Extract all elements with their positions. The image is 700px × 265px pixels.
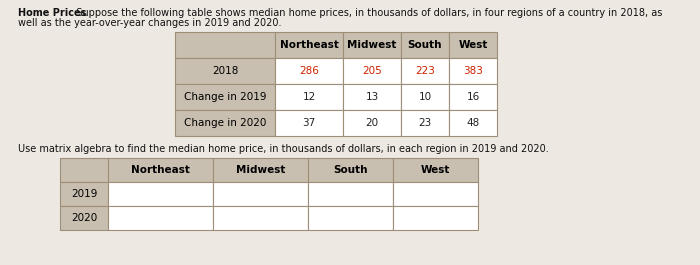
Bar — [393, 158, 478, 182]
Bar — [108, 158, 213, 182]
Text: Northeast: Northeast — [131, 165, 190, 175]
Bar — [275, 110, 343, 136]
Bar — [393, 182, 478, 206]
Text: Use matrix algebra to find the median home price, in thousands of dollars, in ea: Use matrix algebra to find the median ho… — [18, 144, 549, 154]
Text: South: South — [333, 165, 368, 175]
Bar — [343, 84, 401, 110]
Bar — [449, 84, 497, 110]
Text: Change in 2020: Change in 2020 — [184, 118, 266, 128]
Text: 10: 10 — [419, 92, 432, 102]
Bar — [108, 182, 213, 206]
Text: 37: 37 — [302, 118, 316, 128]
Text: 2019: 2019 — [71, 189, 97, 199]
Bar — [108, 206, 213, 230]
Text: 223: 223 — [415, 66, 435, 76]
Bar — [308, 206, 393, 230]
Text: Change in 2019: Change in 2019 — [183, 92, 266, 102]
Bar — [393, 206, 478, 230]
Text: 13: 13 — [365, 92, 379, 102]
Bar — [175, 58, 275, 84]
Text: 20: 20 — [365, 118, 379, 128]
Bar — [213, 182, 308, 206]
Bar — [213, 158, 308, 182]
Bar — [401, 58, 449, 84]
Text: 12: 12 — [302, 92, 316, 102]
Text: 23: 23 — [419, 118, 432, 128]
Text: Northeast: Northeast — [279, 40, 338, 50]
Bar — [308, 182, 393, 206]
Bar — [60, 182, 108, 206]
Bar — [449, 58, 497, 84]
Bar — [275, 58, 343, 84]
Bar — [213, 206, 308, 230]
Text: well as the year-over-year changes in 2019 and 2020.: well as the year-over-year changes in 20… — [18, 18, 281, 28]
Text: West: West — [458, 40, 488, 50]
Text: West: West — [421, 165, 450, 175]
Bar — [401, 84, 449, 110]
Text: 2020: 2020 — [71, 213, 97, 223]
Text: South: South — [407, 40, 442, 50]
Bar — [401, 32, 449, 58]
Bar — [449, 110, 497, 136]
Bar — [60, 158, 108, 182]
Bar — [175, 110, 275, 136]
Bar — [308, 158, 393, 182]
Text: Midwest: Midwest — [347, 40, 397, 50]
Bar — [343, 58, 401, 84]
Bar — [275, 84, 343, 110]
Bar — [343, 32, 401, 58]
Text: 286: 286 — [299, 66, 319, 76]
Text: 48: 48 — [466, 118, 480, 128]
Text: 383: 383 — [463, 66, 483, 76]
Bar — [401, 110, 449, 136]
Bar — [449, 32, 497, 58]
Bar — [60, 206, 108, 230]
Text: 205: 205 — [362, 66, 382, 76]
Text: 16: 16 — [466, 92, 480, 102]
Text: Midwest: Midwest — [236, 165, 285, 175]
Text: Suppose the following table shows median home prices, in thousands of dollars, i: Suppose the following table shows median… — [70, 8, 662, 18]
Bar — [175, 84, 275, 110]
Bar — [175, 32, 275, 58]
Bar — [275, 32, 343, 58]
Text: Home Prices: Home Prices — [18, 8, 86, 18]
Bar — [343, 110, 401, 136]
Text: 2018: 2018 — [212, 66, 238, 76]
